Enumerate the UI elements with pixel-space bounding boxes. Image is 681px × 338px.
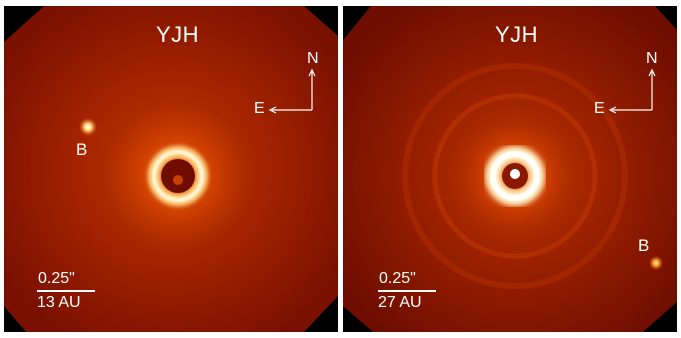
companion-source [79,118,97,136]
scale-physical-label: 13 AU [37,294,81,311]
companion-source [649,256,663,270]
companion-label: B [638,236,650,255]
image-right [343,6,677,332]
disk-ring-core [152,150,204,202]
scale-angular-label: 0.25" [38,270,75,287]
image-panel-right: YJH B N E 0.25" 27 AU [343,6,677,332]
north-arrowhead [648,68,656,77]
image-panel-left: YJH B N E 0.25" 13 AU [4,6,338,332]
band-label: YJH [156,22,200,47]
compass-rose [608,68,656,114]
companion-label: B [76,140,88,159]
scale-bar [37,290,95,292]
speckle-ring-outer [402,63,628,289]
central-star [510,169,520,179]
image-left [4,6,338,332]
compass-north-label: N [646,50,658,67]
compass-rose [268,68,316,114]
east-arrowhead [608,106,617,114]
north-arrowhead [308,68,316,77]
scale-physical-label: 27 AU [378,294,422,311]
compass-north-label: N [307,50,319,67]
east-arrowhead [268,106,277,114]
central-star [173,175,183,185]
compass-east-label: E [254,100,265,117]
compass-east-label: E [594,100,605,117]
band-label: YJH [495,22,539,47]
scale-bar [378,290,436,292]
disk-ring-core [490,151,540,201]
speckle-ring-mid [432,93,598,259]
scale-angular-label: 0.25" [379,270,416,287]
